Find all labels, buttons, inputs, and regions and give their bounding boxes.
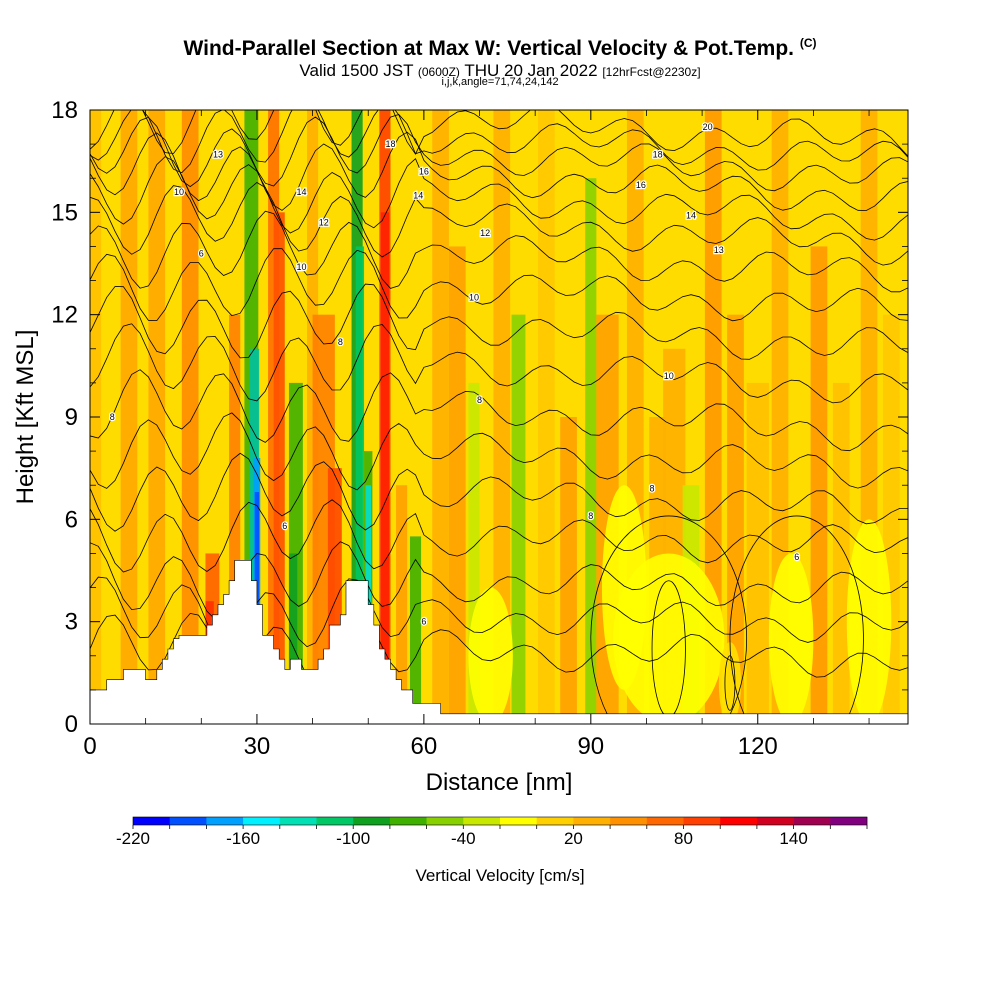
theta-label: 14 (686, 211, 696, 221)
colorbar-swatch (536, 817, 574, 825)
theta-label: 12 (319, 218, 329, 228)
theta-label: 6 (199, 248, 204, 258)
theta-label: 10 (174, 187, 184, 197)
velocity-field (90, 110, 908, 724)
theta-label: 18 (385, 139, 395, 149)
colorbar-swatch (133, 817, 170, 825)
colorbar-swatch (610, 817, 648, 825)
colorbar-tick-label: 20 (564, 829, 583, 848)
colorbar-swatch (279, 817, 317, 825)
theta-label: 10 (469, 293, 479, 303)
y-tick-label: 0 (65, 711, 78, 738)
x-tick-label: 120 (738, 733, 778, 760)
x-axis-label: Distance [nm] (426, 769, 573, 796)
x-tick-label: 90 (577, 733, 604, 760)
colorbar-swatch (646, 817, 684, 825)
chart-indices: i,j,k,angle=71,74,24,142 (441, 76, 559, 88)
colorbar-label: Vertical Velocity [cm/s] (415, 866, 584, 885)
colorbar-swatch (830, 817, 868, 825)
copyright-mark: (C) (799, 36, 817, 50)
colorbar-tick-label: 80 (674, 829, 693, 848)
theta-label: 12 (480, 228, 490, 238)
theta-label: 8 (650, 484, 655, 494)
theta-label: 8 (588, 511, 593, 521)
colorbar-swatch (793, 817, 831, 825)
theta-label: 13 (213, 149, 223, 159)
y-tick-label: 12 (51, 302, 78, 329)
colorbar-tick-label: 140 (779, 829, 807, 848)
y-tick-label: 6 (65, 506, 78, 533)
colorbar-tick-label: -220 (116, 829, 150, 848)
terrain (89, 560, 909, 725)
colorbar-tick-label: -100 (336, 829, 370, 848)
colorbar-swatch (389, 817, 427, 825)
colorbar-swatch (463, 817, 501, 825)
colorbar-swatch (353, 817, 391, 825)
colorbar-swatch (426, 817, 464, 825)
theta-contour-labels: 8 6 10 13 14 12 10 8 6 18 16 14 12 10 8 6 20 18 16 14 13 10 8 8… (109, 121, 801, 628)
colorbar-swatch (720, 817, 758, 825)
x-tick-label: 60 (411, 733, 438, 760)
y-tick-label: 9 (65, 404, 78, 431)
y-axis-label: Height [Kft MSL] (12, 330, 39, 505)
colorbar-swatch (243, 817, 281, 825)
theta-label: 14 (296, 187, 306, 197)
colorbar-swatch (500, 817, 537, 825)
colorbar-swatch (206, 817, 244, 825)
colorbar-swatch (756, 817, 794, 825)
colorbar-tick-label: -160 (226, 829, 260, 848)
theta-label: 20 (703, 122, 713, 132)
theta-label: 8 (110, 412, 115, 422)
theta-label: 14 (413, 190, 423, 200)
colorbar-swatch (573, 817, 611, 825)
colorbar-swatch (683, 817, 721, 825)
theta-label: 13 (714, 245, 724, 255)
theta-label: 10 (296, 262, 306, 272)
colorbar-tick-label: -40 (451, 829, 476, 848)
theta-label: 16 (636, 180, 646, 190)
colorbar-swatch (316, 817, 354, 825)
chart-subtitle: Valid 1500 JST (0600Z) THU 20 Jan 2022 [… (299, 61, 701, 80)
y-tick-label: 18 (51, 97, 78, 124)
theta-label: 16 (419, 166, 429, 176)
y-tick-label: 3 (65, 609, 78, 636)
chart-title: Wind-Parallel Section at Max W: Vertical… (183, 36, 817, 60)
theta-label: 10 (664, 371, 674, 381)
theta-label: 8 (477, 395, 482, 405)
theta-label: 8 (338, 337, 343, 347)
theta-label: 6 (421, 617, 426, 627)
theta-label: 6 (282, 521, 287, 531)
x-tick-label: 30 (244, 733, 271, 760)
colorbar: -220 -160 -100 -40 20 80 140 (116, 816, 868, 848)
colorbar-swatch (169, 817, 207, 825)
x-tick-label: 0 (83, 733, 96, 760)
theta-label: 18 (653, 149, 663, 159)
theta-label: 6 (794, 552, 799, 562)
y-tick-label: 15 (51, 199, 78, 226)
